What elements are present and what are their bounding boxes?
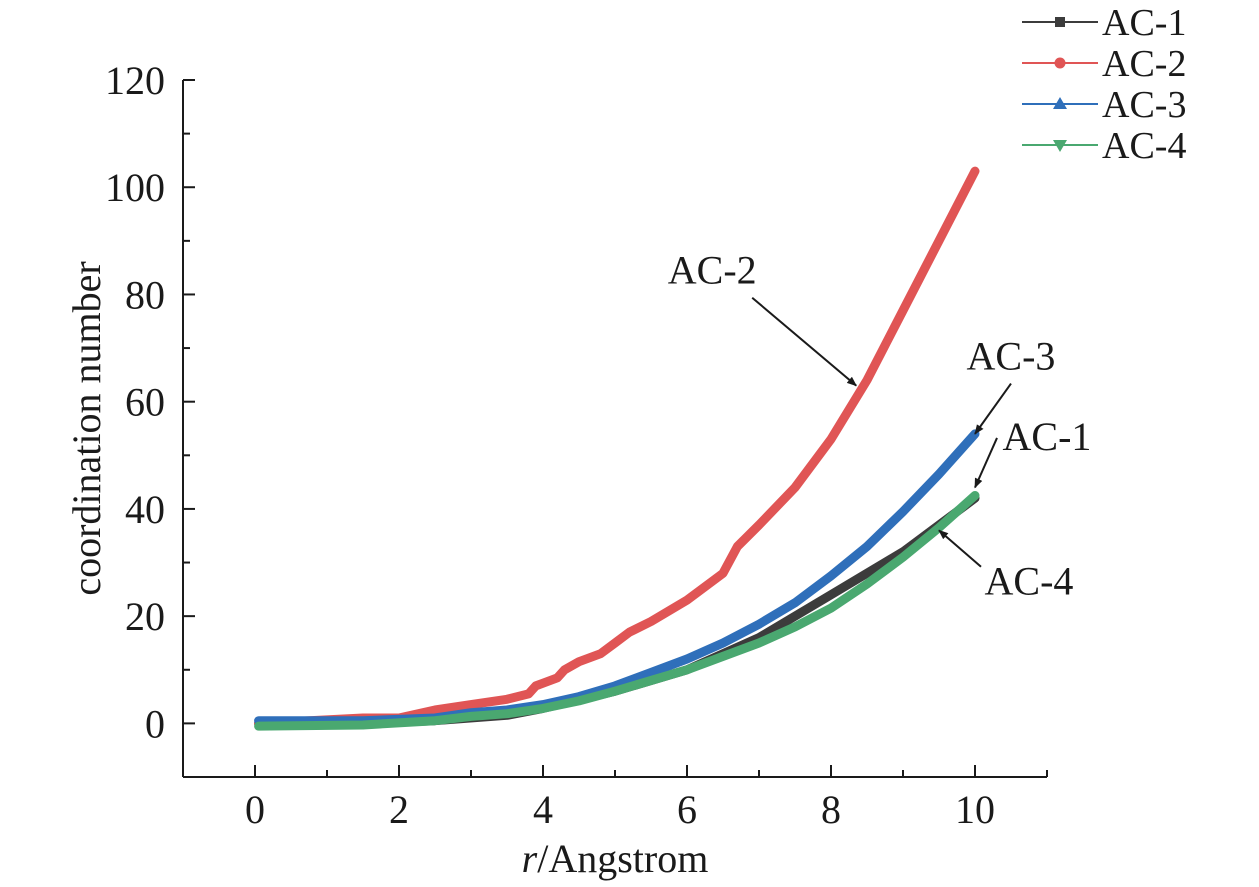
annotation-layer: AC-2 AC-3 AC-1 AC-4 <box>668 248 1092 604</box>
legend: AC-1AC-2AC-3AC-4 <box>1022 2 1186 167</box>
x-tick-label: 4 <box>533 787 553 832</box>
x-axis-title-unit: /Angstrom <box>537 836 708 881</box>
triangle-up-marker-icon <box>1053 97 1067 109</box>
annotation-label: AC-1 <box>1003 414 1092 459</box>
y-tick-label: 80 <box>125 272 165 317</box>
y-tick-label: 100 <box>105 165 165 210</box>
axes: 0 2 4 6 8 10020406080100120r/Angstromcoordina… <box>64 58 1048 881</box>
y-tick-label: 40 <box>125 487 165 532</box>
x-tick-label: 6 <box>677 787 697 832</box>
legend-label: AC-3 <box>1102 84 1186 126</box>
y-tick-label: 20 <box>125 594 165 639</box>
x-tick-label: 8 <box>821 787 841 832</box>
annotation-arrow <box>938 529 982 568</box>
x-tick-label: 0 <box>245 787 265 832</box>
annotation-ac-3: AC-3 <box>967 334 1056 435</box>
annotation-arrow <box>974 382 1012 435</box>
annotation-label: AC-4 <box>985 559 1074 604</box>
annotation-ac-2: AC-2 <box>668 248 857 387</box>
annotation-label: AC-3 <box>967 334 1056 379</box>
legend-label: AC-2 <box>1102 43 1186 85</box>
legend-label: AC-1 <box>1102 2 1186 44</box>
series-layer <box>254 166 980 731</box>
annotation-arrow <box>751 296 857 387</box>
square-marker-icon <box>1055 17 1065 27</box>
circle-marker-icon <box>1054 57 1066 69</box>
x-axis-title-variable: r <box>522 836 538 881</box>
y-tick-label: 60 <box>125 380 165 425</box>
legend-item-ac-1: AC-1 <box>1022 2 1186 44</box>
triangle-down-marker-icon <box>1053 140 1067 152</box>
legend-item-ac-4: AC-4 <box>1022 125 1186 167</box>
x-axis-title: r/Angstrom <box>522 836 709 881</box>
y-tick-label: 0 <box>145 701 165 746</box>
annotation-arrow <box>974 437 998 489</box>
x-tick-label: 2 <box>389 787 409 832</box>
legend-item-ac-3: AC-3 <box>1022 84 1186 126</box>
annotation-ac-4: AC-4 <box>938 529 1074 604</box>
legend-item-ac-2: AC-2 <box>1022 43 1186 85</box>
annotation-label: AC-2 <box>668 248 757 293</box>
y-axis-title: coordination number <box>64 261 109 595</box>
y-tick-label: 120 <box>105 58 165 103</box>
series-line-ac-2 <box>254 166 980 728</box>
x-tick-label: 10 <box>955 787 995 832</box>
legend-label: AC-4 <box>1102 125 1186 167</box>
annotation-ac-1: AC-1 <box>974 414 1092 489</box>
series-line-ac-4 <box>254 491 980 731</box>
